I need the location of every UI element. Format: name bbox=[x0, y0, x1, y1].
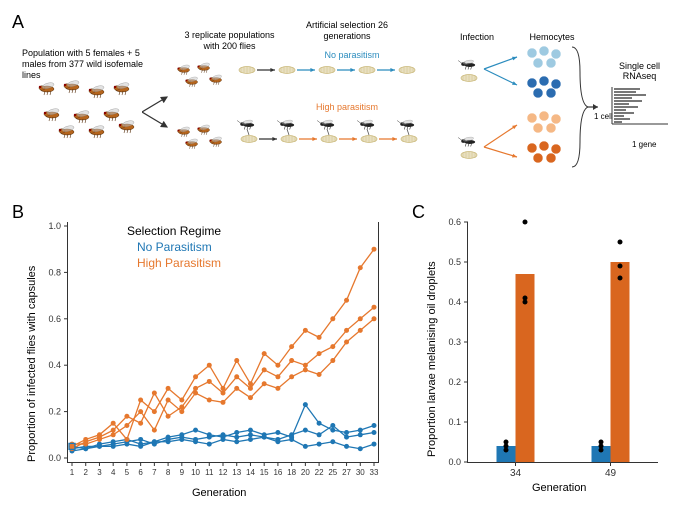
svg-text:11: 11 bbox=[205, 468, 214, 477]
svg-text:33: 33 bbox=[370, 468, 379, 477]
panel-c: C Proportion larvae melanising oil dropl… bbox=[412, 202, 672, 502]
svg-text:0.4: 0.4 bbox=[48, 360, 61, 370]
svg-text:0.0: 0.0 bbox=[448, 457, 461, 467]
step3-label: Artificial selection 26 generations bbox=[297, 20, 397, 42]
arrow-split-icon bbox=[142, 92, 172, 132]
panel-b-chart: 0.00.20.40.60.81.01234567891011121314151… bbox=[67, 222, 379, 463]
replicate-flies-bottom-icon bbox=[172, 122, 232, 152]
panel-c-chart: 0.00.10.20.30.40.50.63449 bbox=[467, 222, 658, 463]
hemocyte-arrows-icon bbox=[482, 47, 522, 177]
svg-text:10: 10 bbox=[191, 468, 200, 477]
infection-label: Infection bbox=[452, 32, 502, 43]
svg-text:22: 22 bbox=[315, 468, 324, 477]
rnaseq-block: Single cell RNAseq 1 gene 1 cell bbox=[602, 62, 677, 142]
panel-b-ylabel: Proportion of infected flies with capsul… bbox=[26, 266, 38, 462]
rnaseq-y-label: 1 cell bbox=[594, 112, 613, 121]
founding-flies-icon bbox=[32, 77, 142, 142]
panel-c-ylabel: Proportion larvae melanising oil droplet… bbox=[426, 261, 438, 457]
svg-text:0.5: 0.5 bbox=[448, 257, 461, 267]
panel-a: A Population with 5 females + 5 males fr… bbox=[12, 12, 679, 187]
panel-b: B Proportion of infected flies with caps… bbox=[12, 202, 392, 502]
svg-text:12: 12 bbox=[219, 468, 228, 477]
svg-text:13: 13 bbox=[232, 468, 241, 477]
svg-text:0.6: 0.6 bbox=[448, 217, 461, 227]
svg-text:20: 20 bbox=[301, 468, 310, 477]
svg-text:7: 7 bbox=[152, 468, 157, 477]
panel-b-label: B bbox=[12, 202, 24, 223]
svg-text:5: 5 bbox=[125, 468, 130, 477]
step2-label: 3 replicate populations with 200 flies bbox=[177, 30, 282, 52]
step1-label: Population with 5 females + 5 males from… bbox=[22, 48, 152, 80]
svg-text:0.1: 0.1 bbox=[448, 417, 461, 427]
panel-b-legend-high: High Parasitism bbox=[137, 256, 221, 270]
svg-text:2: 2 bbox=[84, 468, 89, 477]
panel-b-legend-no: No Parasitism bbox=[137, 240, 212, 254]
hemocytes-1 bbox=[524, 45, 568, 74]
svg-text:49: 49 bbox=[605, 468, 617, 479]
panel-c-label: C bbox=[412, 202, 425, 223]
figure-root: A Population with 5 females + 5 males fr… bbox=[12, 12, 679, 187]
svg-text:16: 16 bbox=[273, 468, 282, 477]
svg-text:6: 6 bbox=[138, 468, 143, 477]
svg-text:0.4: 0.4 bbox=[448, 297, 461, 307]
hemocytes-2 bbox=[524, 75, 568, 104]
svg-text:1.0: 1.0 bbox=[48, 221, 61, 231]
svg-text:4: 4 bbox=[111, 468, 116, 477]
svg-text:9: 9 bbox=[180, 468, 185, 477]
svg-text:34: 34 bbox=[510, 468, 522, 479]
panel-c-xlabel: Generation bbox=[532, 482, 586, 494]
svg-text:0.8: 0.8 bbox=[48, 267, 61, 277]
no-parasitism-row-icon bbox=[237, 60, 447, 80]
svg-text:18: 18 bbox=[287, 468, 296, 477]
panel-b-xlabel: Generation bbox=[192, 487, 246, 499]
high-parasitism-row-icon bbox=[237, 117, 447, 167]
svg-text:0.0: 0.0 bbox=[48, 453, 61, 463]
hemocytes-4 bbox=[524, 140, 568, 169]
svg-text:0.2: 0.2 bbox=[48, 407, 61, 417]
high-parasitism-label: High parasitism bbox=[302, 102, 392, 113]
bracket-icon bbox=[570, 42, 600, 172]
panel-a-label: A bbox=[12, 12, 24, 33]
svg-text:3: 3 bbox=[97, 468, 102, 477]
svg-text:27: 27 bbox=[342, 468, 351, 477]
rnaseq-bars-icon bbox=[602, 82, 677, 137]
rnaseq-x-label: 1 gene bbox=[632, 140, 656, 149]
svg-text:0.6: 0.6 bbox=[48, 314, 61, 324]
svg-text:8: 8 bbox=[166, 468, 171, 477]
svg-text:30: 30 bbox=[356, 468, 365, 477]
hemocytes-3 bbox=[524, 110, 568, 139]
svg-text:0.2: 0.2 bbox=[448, 377, 461, 387]
panel-c-svg: 0.00.10.20.30.40.50.63449 bbox=[468, 222, 658, 462]
svg-text:25: 25 bbox=[328, 468, 337, 477]
panel-b-legend-title: Selection Regime bbox=[127, 224, 221, 238]
svg-text:1: 1 bbox=[70, 468, 75, 477]
svg-text:14: 14 bbox=[246, 468, 255, 477]
rnaseq-title: Single cell RNAseq bbox=[602, 62, 677, 82]
panel-b-svg: 0.00.20.40.60.81.01234567891011121314151… bbox=[68, 222, 378, 462]
svg-text:15: 15 bbox=[260, 468, 269, 477]
infection-wasps-icon bbox=[454, 50, 484, 170]
replicate-flies-top-icon bbox=[172, 60, 232, 90]
svg-text:0.3: 0.3 bbox=[448, 337, 461, 347]
